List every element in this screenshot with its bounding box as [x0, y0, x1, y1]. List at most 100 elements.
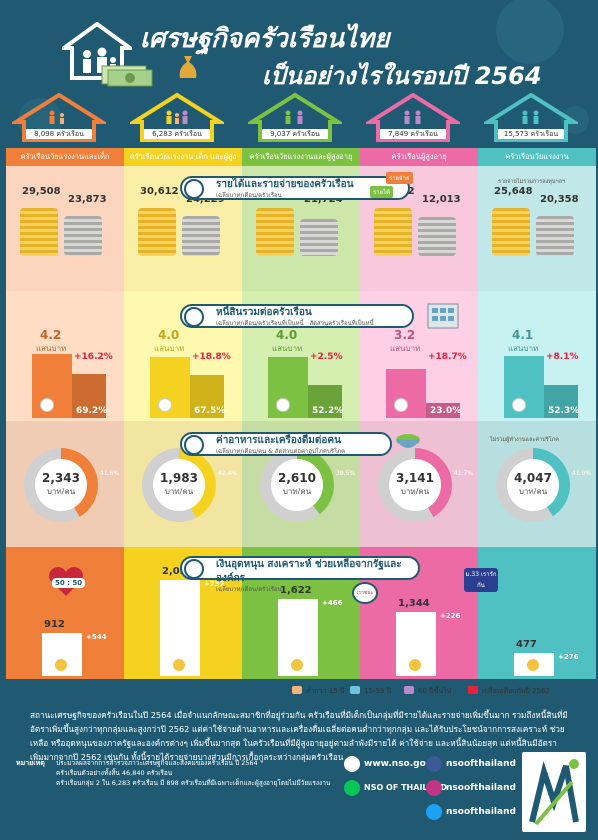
debt-unit: แสนบาท [390, 344, 421, 353]
debt-change: +18.8% [192, 352, 231, 362]
notes-label: หมายเหตุ [16, 759, 45, 767]
house-group-1: 8,098 ครัวเรือน [12, 92, 106, 142]
debt-change: +16.2% [74, 352, 113, 362]
legend-age2-swatch [350, 686, 360, 694]
debt-value: 4.0 [276, 328, 298, 342]
food-share: 39.5% [336, 470, 356, 477]
people-icon [285, 110, 303, 124]
legend-age1-swatch [292, 686, 302, 694]
badge-right: ม.33 เรารักกัน [464, 568, 498, 592]
income-coin-stack [374, 208, 412, 256]
notes-line3: ครัวเรือนกลุ่ม 2 ใน 6,283 ครัวเรือน มี 8… [56, 779, 331, 787]
debt-unit: แสนบาท [508, 344, 539, 353]
contact-line[interactable]: NSO OF THAILAND [364, 783, 448, 792]
section-welfare-header: เงินอุดหนุน สงเคราะห์ ช่วยเหลือจากรัฐและ… [180, 556, 420, 593]
baht-coin-icon [173, 659, 185, 671]
page-subtitle: เป็นอย่างไรในรอบปี 2564 [262, 62, 542, 90]
section-food-header: ค่าอาหารและเครื่องดื่มต่อคน เฉลี่ยบาท/เด… [180, 432, 392, 456]
welfare-change: +276 [558, 653, 579, 661]
debt-change: +2.5% [310, 352, 343, 362]
section-welfare-sub: เฉลี่ยบาท/เดือน/ครัวเรือน [216, 586, 282, 593]
debt-value: 4.1 [512, 328, 534, 342]
debt-house-share: 52.3% [548, 406, 580, 416]
debt-unit: แสนบาท [36, 344, 67, 353]
legend-compare-swatch [468, 686, 478, 694]
debt-bar [268, 357, 308, 418]
welfare-bar [514, 653, 554, 676]
debt-value: 4.0 [158, 328, 180, 342]
web-icon [344, 756, 360, 772]
food-share: 41.6% [100, 470, 120, 477]
group-label: ครัวเรือนวัยแรงงาน เด็ก และผู้สูงอายุ [124, 148, 242, 179]
group-column-1: ครัวเรือนวัยแรงงานและเด็ก 29,508 23,873 … [6, 148, 124, 696]
welfare-change: +226 [440, 612, 461, 620]
badge-mid: เราชนะ [352, 582, 378, 604]
contact-facebook[interactable]: nsoofthailand [446, 759, 516, 769]
baht-coin-icon [394, 398, 408, 412]
food-share-donut: 2,610 บาท/คน [260, 448, 334, 522]
food-share: 41.7% [454, 470, 474, 477]
debt-value: 3.2 [394, 328, 416, 342]
food-value: 2,610 [278, 471, 316, 485]
house-group-4: 7,849 ครัวเรือน [366, 92, 460, 142]
twitter-icon [426, 804, 442, 820]
notes: หมายเหตุ ประมวลผลจากการสำรวจภาวะเศรษฐกิจ… [16, 758, 330, 788]
section-food-sub2: & สัดส่วนต่อค่าอุปโภคบริโภค [268, 448, 346, 455]
section-food-title: ค่าอาหารและเครื่องดื่มต่อคน [216, 435, 341, 446]
expense-coin-stack [300, 219, 338, 256]
line-icon [344, 780, 360, 796]
people-icon [404, 110, 421, 124]
expense-tag: รายจ่าย [386, 172, 413, 184]
notes-line2: ครัวเรือนตัวอย่างทั้งสิ้น 46,840 ครัวเรื… [56, 769, 173, 777]
debt-house-share: 52.2% [312, 406, 344, 416]
baht-coin-icon [158, 398, 172, 412]
debt-share-bar [308, 385, 342, 418]
food-share: 41.0% [572, 470, 592, 477]
baht-coin-icon [291, 659, 303, 671]
facebook-icon [426, 756, 442, 772]
welfare-value: 1,344 [398, 598, 430, 609]
wallet-icon [184, 179, 204, 199]
baht-coin-icon [40, 398, 54, 412]
nso-logo [522, 752, 586, 832]
expense-value: 23,873 [68, 194, 107, 205]
group-label: ครัวเรือนวัยแรงงานและเด็ก [6, 148, 124, 166]
debt-share-bar [190, 375, 224, 418]
income-value: 25,648 [494, 186, 533, 197]
house-group-5: 15,573 ครัวเรือน [484, 92, 578, 142]
money-bag-icon [179, 56, 197, 78]
debt-house-share: 67.5% [194, 406, 226, 416]
contact-instagram[interactable]: nsoofthailand [446, 783, 516, 793]
expense-value: 12,013 [422, 194, 461, 205]
welfare-bar [160, 580, 200, 676]
group-label: ครัวเรือนวัยแรงงานและผู้สูงอายุ [242, 148, 360, 166]
household-count: 6,283 ครัวเรือน [144, 129, 210, 139]
contact-web[interactable]: www.nso.go.th [364, 759, 440, 769]
food-unit: บาท/คน [400, 487, 430, 496]
debt-unit: แสนบาท [154, 344, 185, 353]
welfare-bar [396, 612, 436, 676]
debt-icon [184, 307, 204, 327]
notes-line1: ประมวลผลจากการสำรวจภาวะเศรษฐกิจและสังคมข… [56, 759, 258, 767]
food-unit: บาท/คน [282, 487, 312, 496]
debt-share-bar [72, 374, 106, 418]
debt-house-share: 69.2% [76, 406, 108, 416]
section-debt-sub2: สัดส่วนครัวเรือนที่เป็นหนี้ [309, 320, 374, 327]
income-coin-stack [20, 208, 58, 256]
debt-bar [386, 369, 426, 418]
welfare-bar [42, 633, 82, 676]
section-debt-sub: เฉลี่ยบาท/เดือน/ครัวเรือนที่เป็นหนี้ [216, 320, 304, 327]
legend-age3: 60 ปีขึ้นไป [418, 687, 452, 695]
contact-twitter[interactable]: nsoofthailand [446, 807, 516, 817]
debt-share-bar [544, 385, 578, 418]
debt-bar [150, 357, 190, 418]
food-drink-icon [184, 435, 204, 455]
section-debt-title: หนี้สินรวมต่อครัวเรือน [216, 307, 312, 318]
group-column-5: ครัวเรือนวัยแรงงาน 25,648 20,358 4.1 แสน… [478, 148, 596, 696]
instagram-icon [426, 780, 442, 796]
debt-change: +18.7% [428, 352, 467, 362]
debt-unit: แสนบาท [272, 344, 303, 353]
building-icon [427, 303, 459, 329]
food-unit: บาท/คน [164, 487, 194, 496]
debt-house-share: 23.0% [430, 406, 462, 416]
